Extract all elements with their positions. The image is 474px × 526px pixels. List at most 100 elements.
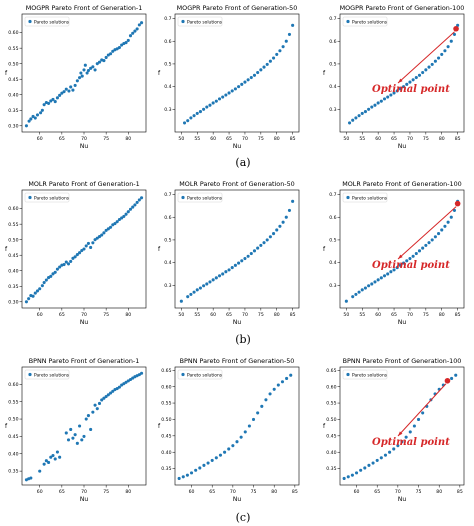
data-point xyxy=(382,274,387,278)
data-point xyxy=(38,287,42,291)
data-point xyxy=(137,373,141,377)
data-point xyxy=(95,407,99,411)
y-tick-label: 0.55 xyxy=(161,401,171,407)
x-tick-label: 80 xyxy=(274,312,280,318)
data-point xyxy=(287,32,292,36)
data-point xyxy=(396,444,400,448)
legend-box xyxy=(342,16,388,27)
x-tick-label: 50 xyxy=(343,312,349,318)
data-point xyxy=(208,103,212,107)
x-tick-label: 70 xyxy=(242,312,248,318)
chart-panel-7: BPNN Pareto Front of Generation-1 60 65 70 7… xyxy=(5,357,147,503)
data-point xyxy=(95,62,99,66)
data-point xyxy=(44,278,48,282)
y-axis-label: f xyxy=(158,423,161,430)
data-point xyxy=(62,90,66,94)
data-point xyxy=(126,379,130,383)
data-point xyxy=(29,117,33,121)
data-point xyxy=(243,256,247,261)
data-point xyxy=(247,424,251,428)
data-point xyxy=(252,249,257,253)
data-point xyxy=(40,108,44,112)
data-point xyxy=(275,52,279,56)
data-point xyxy=(186,295,190,299)
y-tick-label: 0.5 xyxy=(329,238,336,244)
data-point xyxy=(278,224,282,228)
data-point xyxy=(256,246,260,250)
y-tick-label: 0.60 xyxy=(161,384,171,390)
data-point xyxy=(351,295,355,299)
data-point xyxy=(354,471,359,475)
legend: Pareto solutions xyxy=(24,369,70,380)
data-point xyxy=(27,297,31,301)
data-point xyxy=(131,376,135,380)
x-tick-label: 75 xyxy=(103,312,109,318)
data-point xyxy=(214,276,218,280)
data-point xyxy=(252,73,257,77)
data-point xyxy=(181,475,185,479)
data-point xyxy=(106,227,110,231)
chart-title: MOLR Pareto Front of Generation-1 xyxy=(28,180,139,188)
data-point xyxy=(49,99,53,103)
data-point xyxy=(251,417,256,421)
data-point xyxy=(109,52,113,56)
legend-box xyxy=(24,369,70,380)
data-point xyxy=(398,87,402,91)
x-tick-label: 60 xyxy=(37,489,43,495)
legend: Pareto solutions xyxy=(24,192,70,203)
y-tick-label: 0.7 xyxy=(329,192,336,198)
data-point xyxy=(433,59,437,63)
data-point xyxy=(227,91,231,95)
y-axis-label: f xyxy=(323,70,326,77)
optimal-point-marker xyxy=(454,200,461,207)
data-point xyxy=(73,83,77,87)
row-caption-c: (c) xyxy=(236,511,251,524)
plot-frame xyxy=(174,366,300,486)
data-point xyxy=(109,391,113,395)
legend-box xyxy=(342,192,388,203)
optimal-point-arrow xyxy=(397,383,447,437)
y-tick-label: 0.35 xyxy=(326,466,336,472)
y-tick-label: 0.40 xyxy=(326,450,336,456)
y-tick-label: 0.60 xyxy=(8,206,18,212)
x-tick-label: 70 xyxy=(81,489,87,495)
data-point xyxy=(376,101,380,105)
legend-marker xyxy=(346,195,350,200)
data-point xyxy=(120,383,124,387)
data-point xyxy=(58,455,62,459)
legend-box xyxy=(177,192,223,203)
data-point xyxy=(55,450,59,454)
x-tick-label: 60 xyxy=(210,312,216,318)
data-point xyxy=(75,253,79,257)
data-point xyxy=(64,431,68,435)
data-point xyxy=(198,466,202,470)
data-point xyxy=(379,99,383,103)
y-tick-label: 0.40 xyxy=(8,92,18,98)
data-point xyxy=(86,68,90,73)
data-point xyxy=(240,82,244,86)
data-point xyxy=(47,101,51,105)
y-axis-label: f xyxy=(158,70,161,77)
data-point xyxy=(370,282,374,286)
data-point xyxy=(135,200,139,204)
legend-marker xyxy=(28,372,32,377)
data-point xyxy=(135,27,139,31)
y-axis-label: f xyxy=(158,246,161,253)
data-point xyxy=(86,241,90,245)
data-point xyxy=(347,121,352,125)
data-point xyxy=(363,466,367,470)
x-tick-label: 70 xyxy=(407,312,413,318)
data-point xyxy=(80,249,84,253)
data-point xyxy=(58,93,62,97)
data-point xyxy=(49,455,53,459)
data-point xyxy=(85,71,89,75)
data-point xyxy=(440,228,444,232)
data-point xyxy=(84,417,88,421)
x-tick-label: 50 xyxy=(178,136,184,142)
optimal-point-arrowhead xyxy=(398,78,403,83)
data-point xyxy=(122,382,126,386)
x-tick-label: 70 xyxy=(407,136,413,142)
x-tick-label: 65 xyxy=(209,489,215,495)
data-point xyxy=(35,289,40,293)
data-point xyxy=(122,214,126,218)
